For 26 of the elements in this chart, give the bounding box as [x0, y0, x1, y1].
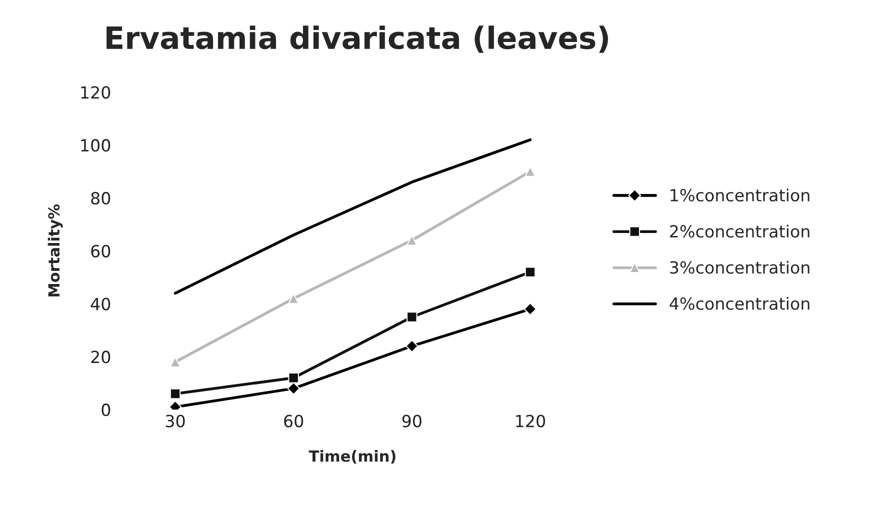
- point: [287, 382, 300, 395]
- x-axis-title: Time(min): [308, 450, 396, 464]
- y-tick-label: 80: [91, 192, 110, 205]
- x-tick-label: 30: [166, 414, 185, 428]
- y-tick-label: 100: [81, 139, 110, 152]
- x-tick-label: 60: [284, 414, 304, 428]
- legend-label: 1%concentration: [670, 188, 810, 202]
- y-tick-label: 40: [90, 298, 110, 310]
- legend-label: 4%concentration: [670, 297, 810, 310]
- chart-title: Ervatamia divaricata (leaves): [106, 26, 608, 53]
- point: [288, 372, 299, 384]
- y-tick-label: 0: [102, 404, 110, 416]
- point: [524, 302, 537, 316]
- legend-label: 3%concentration: [670, 260, 810, 274]
- point: [524, 266, 536, 278]
- y-axis-title: Mortality%: [48, 204, 63, 296]
- point: [405, 340, 418, 353]
- y-tick-label: 20: [91, 350, 110, 364]
- point: [406, 312, 418, 322]
- line-series: [174, 138, 532, 295]
- x-tick-label: 90: [402, 414, 422, 428]
- y-tick-label: 120: [81, 86, 110, 99]
- legend-label: 2%concentration: [670, 224, 810, 238]
- y-tick-label: 60: [91, 244, 110, 258]
- x-tick-label: 120: [516, 414, 546, 428]
- point: [170, 388, 181, 400]
